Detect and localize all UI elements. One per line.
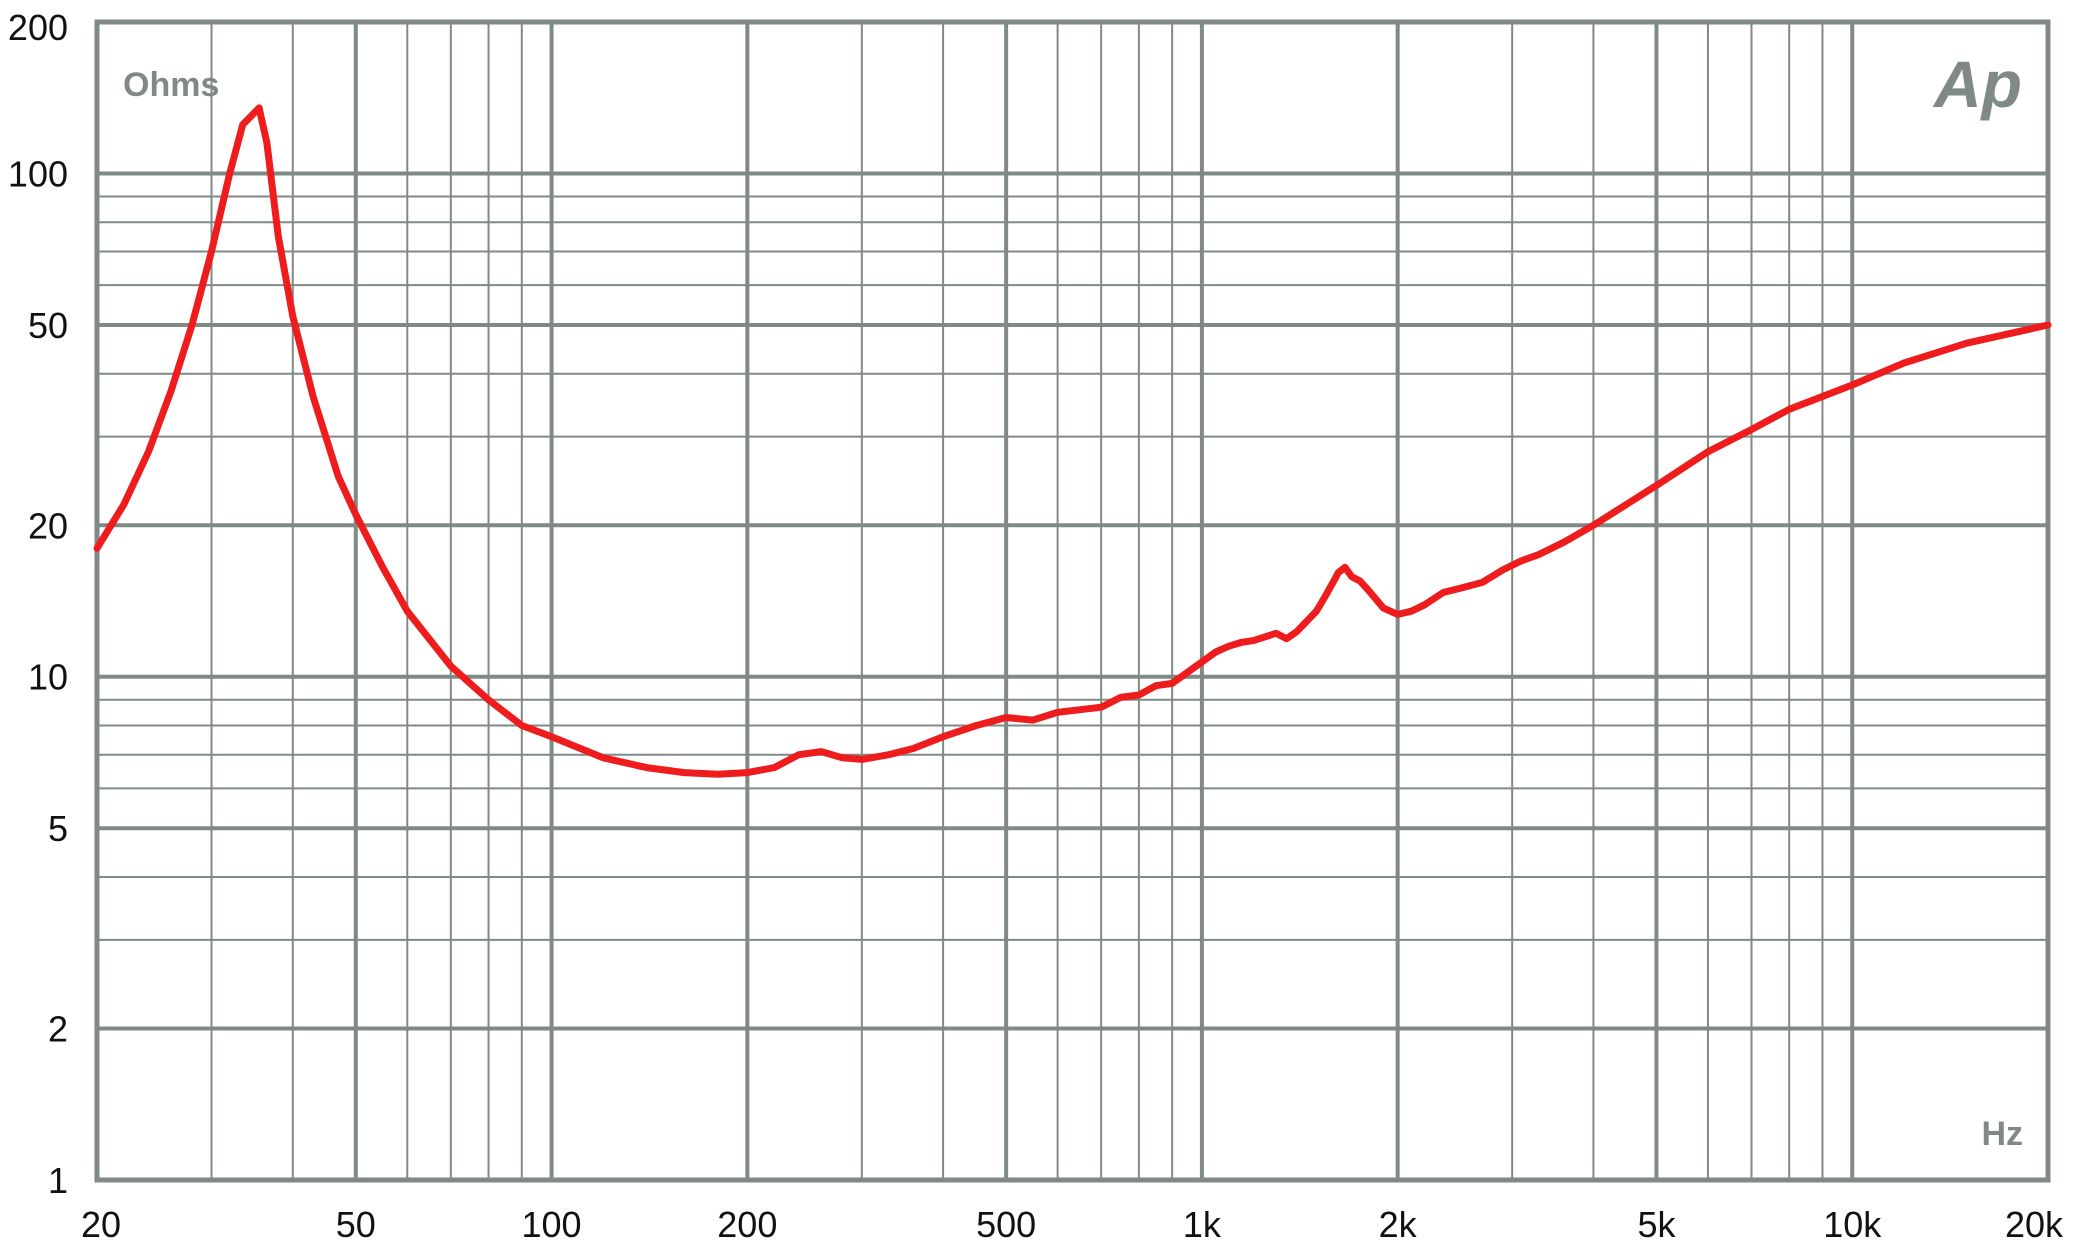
grid-minor-lines bbox=[97, 22, 2048, 1180]
ap-logo-icon: Ap bbox=[1932, 47, 2022, 121]
grid-major-lines bbox=[97, 22, 2048, 1180]
x-tick-label: 500 bbox=[976, 1204, 1036, 1245]
x-tick-label: 100 bbox=[522, 1204, 582, 1245]
x-tick-label: 5k bbox=[1637, 1204, 1676, 1245]
x-axis-unit-label: Hz bbox=[1981, 1115, 2023, 1153]
x-tick-label: 200 bbox=[717, 1204, 777, 1245]
y-tick-label: 5 bbox=[48, 808, 68, 849]
x-tick-label: 20k bbox=[2005, 1204, 2064, 1245]
x-tick-label: 10k bbox=[1823, 1204, 1882, 1245]
impedance-curve-0 bbox=[93, 104, 2052, 778]
y-tick-label: 100 bbox=[8, 153, 68, 194]
x-tick-label: 2k bbox=[1379, 1204, 1418, 1245]
y-axis-unit-label: Ohms bbox=[123, 66, 219, 104]
y-tick-label: 10 bbox=[28, 657, 68, 698]
y-tick-label: 50 bbox=[28, 305, 68, 346]
x-axis-tick-labels: 20 50 100 200 500 1k 2k 5k 10k 20k bbox=[81, 1204, 2064, 1245]
y-tick-label: 2 bbox=[48, 1009, 68, 1050]
y-tick-label: 20 bbox=[28, 505, 68, 546]
y-tick-label: 1 bbox=[48, 1160, 68, 1201]
series-layer bbox=[93, 104, 2052, 778]
x-tick-label: 50 bbox=[336, 1204, 376, 1245]
y-tick-label: 200 bbox=[8, 7, 68, 48]
y-axis-tick-labels: 1 2 5 10 20 50 100 200 bbox=[8, 7, 68, 1201]
plot-area-frame bbox=[94, 19, 2051, 1183]
x-tick-label: 1k bbox=[1183, 1204, 1222, 1245]
x-tick-label: 20 bbox=[81, 1204, 121, 1245]
